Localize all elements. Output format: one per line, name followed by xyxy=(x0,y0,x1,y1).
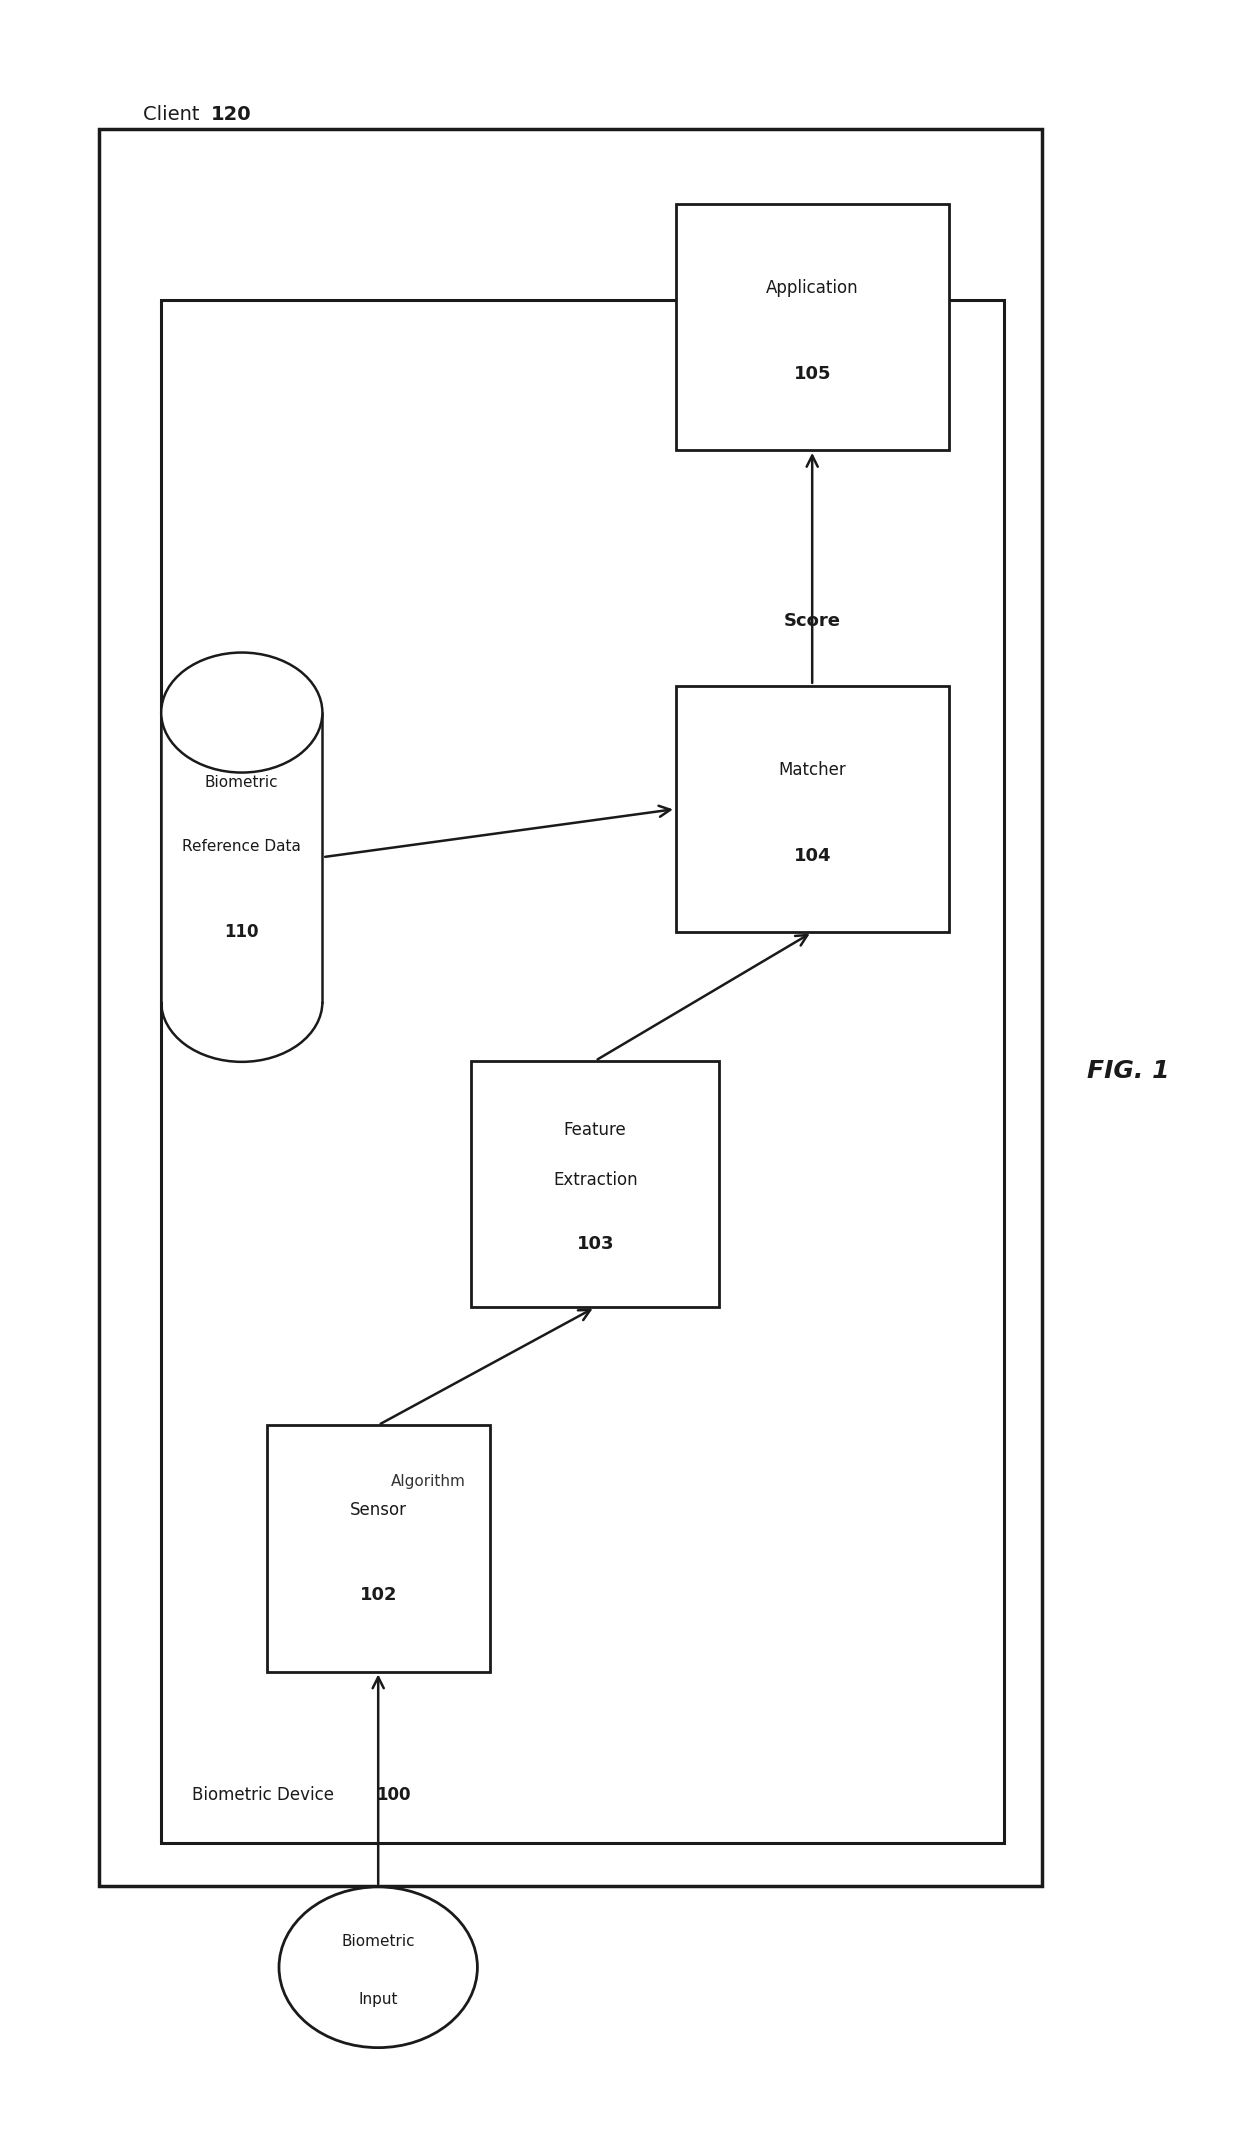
Text: 103: 103 xyxy=(577,1234,614,1254)
Bar xyxy=(161,711,322,1003)
Bar xyxy=(267,1425,490,1672)
Text: 120: 120 xyxy=(211,105,252,124)
Bar xyxy=(471,1061,719,1307)
Text: Biometric: Biometric xyxy=(341,1935,415,1948)
Text: Extraction: Extraction xyxy=(553,1170,637,1189)
Bar xyxy=(676,204,949,450)
Text: Algorithm: Algorithm xyxy=(391,1474,465,1489)
Text: 102: 102 xyxy=(360,1586,397,1605)
Bar xyxy=(99,129,1042,1886)
Text: Sensor: Sensor xyxy=(350,1500,407,1519)
Text: 110: 110 xyxy=(224,924,259,941)
Ellipse shape xyxy=(279,1886,477,2049)
Text: 100: 100 xyxy=(376,1787,410,1804)
Text: 105: 105 xyxy=(794,364,831,384)
Text: Application: Application xyxy=(766,279,858,298)
Text: FIG. 1: FIG. 1 xyxy=(1087,1059,1169,1084)
Text: Score: Score xyxy=(784,613,841,630)
Text: Feature: Feature xyxy=(564,1121,626,1140)
Bar xyxy=(676,686,949,932)
Text: Biometric Device: Biometric Device xyxy=(192,1787,340,1804)
Text: Input: Input xyxy=(358,1993,398,2006)
Text: Biometric: Biometric xyxy=(205,776,279,789)
Text: Reference Data: Reference Data xyxy=(182,840,301,853)
Bar xyxy=(372,450,992,1522)
Text: 104: 104 xyxy=(794,846,831,866)
Bar xyxy=(161,300,1004,1843)
Ellipse shape xyxy=(161,654,322,774)
Text: Matcher: Matcher xyxy=(779,761,846,780)
Text: Client: Client xyxy=(143,105,206,124)
